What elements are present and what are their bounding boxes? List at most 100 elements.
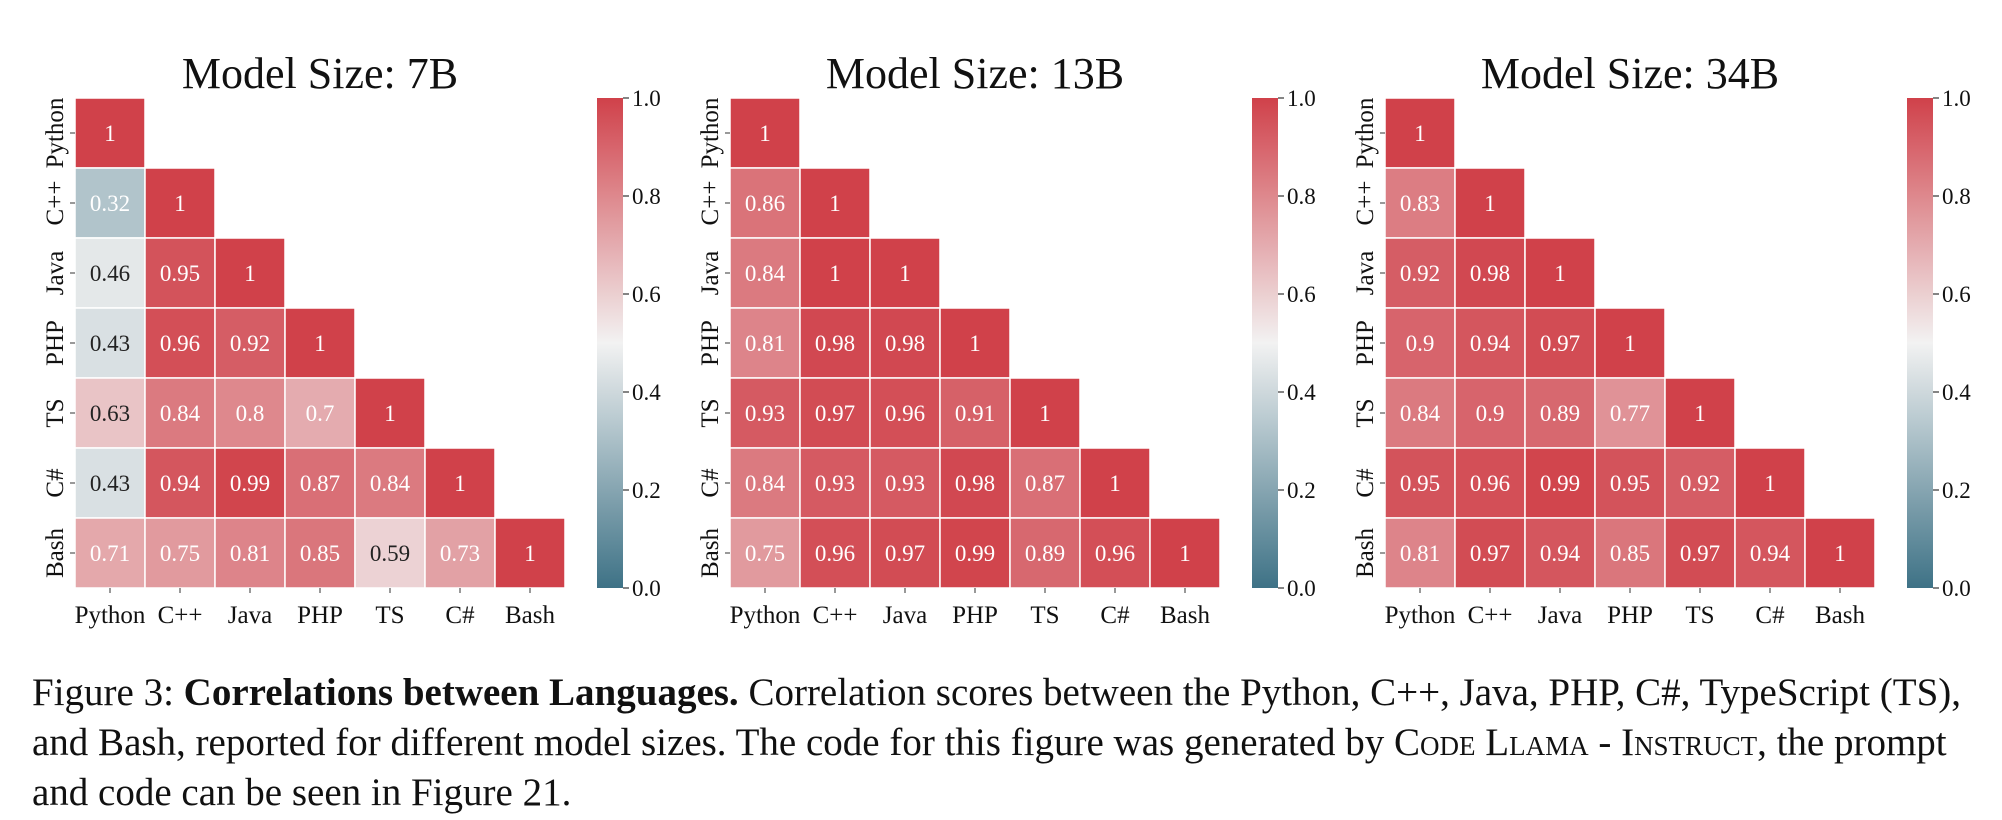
y-tick-label: Java [1352, 251, 1379, 295]
cell-value-label: 0.96 [160, 331, 200, 356]
heatmap-cell [144, 307, 216, 379]
cell-value-label: 0.84 [370, 471, 411, 496]
x-tick-label: PHP [952, 602, 998, 629]
cell-value-label: 0.94 [1540, 541, 1581, 566]
colorbar-tick-label: 0.4 [1942, 380, 1971, 405]
y-tick-label: Python [1352, 97, 1379, 168]
cell-value-label: 0.81 [1400, 541, 1440, 566]
cell-value-label: 0.63 [90, 401, 130, 426]
heatmap-panel-3: Model Size: 34B 1 0.83 1 0.92 0.98 1 0.9 0.94 0.9… [1352, 49, 1971, 629]
cell-value-label: 1 [829, 191, 841, 216]
heatmap-cell [354, 447, 426, 519]
cell-value-label: 0.84 [1400, 401, 1441, 426]
cell-value-label: 0.84 [745, 471, 786, 496]
colorbar-tick-label: 0.8 [1942, 184, 1971, 209]
cell-value-label: 0.89 [1025, 541, 1065, 566]
y-tick-label: TS [1352, 398, 1379, 427]
y-tick-label: C++ [697, 181, 724, 226]
heatmap-cell [1384, 167, 1456, 239]
heatmap-cell [869, 517, 941, 589]
x-tick-label: Java [1538, 602, 1582, 629]
heatmap-cell [799, 307, 871, 379]
cell-value-label: 0.96 [815, 541, 855, 566]
cell-value-label: 0.32 [90, 191, 130, 216]
chart-title: Model Size: 13B [826, 49, 1124, 98]
x-tick-label: Java [228, 602, 272, 629]
heatmap-cell [214, 237, 286, 309]
x-tick-label: PHP [297, 602, 343, 629]
colorbar-tick-label: 0.4 [632, 380, 661, 405]
cell-value-label: 0.87 [300, 471, 340, 496]
heatmap-cell [729, 97, 801, 169]
y-tick-label: Java [42, 251, 69, 295]
heatmap-cell [494, 517, 566, 589]
cell-value-label: 1 [524, 541, 536, 566]
colorbar [1252, 98, 1278, 588]
colorbar-tick-label: 1.0 [1942, 86, 1971, 111]
heatmap-cell [799, 167, 871, 239]
cell-value-label: 0.73 [440, 541, 480, 566]
cell-value-label: 0.96 [1095, 541, 1135, 566]
cell-value-label: 0.93 [885, 471, 925, 496]
cell-value-label: 1 [1764, 471, 1776, 496]
x-tick-label: C++ [813, 602, 858, 629]
colorbar-tick-label: 0.2 [1287, 478, 1316, 503]
cell-value-label: 1 [104, 121, 116, 146]
heatmap-cell [1079, 447, 1151, 519]
x-tick-label: C++ [1468, 602, 1513, 629]
cell-value-label: 1 [1179, 541, 1191, 566]
y-tick-label: C++ [1352, 181, 1379, 226]
cell-value-label: 0.43 [90, 471, 130, 496]
figure-caption: Figure 3: Correlations between Languages… [32, 668, 1977, 818]
y-tick-label: Bash [697, 528, 724, 579]
heatmap-cell [1524, 517, 1596, 589]
heatmap-cell [144, 447, 216, 519]
cell-value-label: 0.71 [90, 541, 130, 566]
x-tick-label: TS [375, 602, 404, 629]
y-tick-label: PHP [1352, 320, 1379, 366]
cell-value-label: 0.98 [815, 331, 855, 356]
heatmap-cell [939, 307, 1011, 379]
heatmap-cell [729, 377, 801, 449]
x-tick-label: Bash [1160, 602, 1211, 629]
x-tick-label: C# [1755, 602, 1785, 629]
y-tick-label: Python [697, 97, 724, 168]
cell-value-label: 0.81 [230, 541, 270, 566]
caption-text-1: Correlation scores between the Python, C… [32, 671, 1961, 764]
heatmap-cell [74, 97, 146, 169]
colorbar-tick-label: 0.0 [1287, 576, 1316, 601]
y-tick-label: C# [697, 468, 724, 498]
cell-value-label: 0.98 [955, 471, 995, 496]
heatmap-cell [1384, 97, 1456, 169]
chart-title: Model Size: 7B [182, 49, 458, 98]
colorbar-tick-label: 0.8 [632, 184, 661, 209]
cell-value-label: 0.92 [1680, 471, 1720, 496]
cell-value-label: 0.84 [160, 401, 201, 426]
cell-value-label: 0.91 [955, 401, 995, 426]
y-tick-label: TS [697, 398, 724, 427]
y-tick-label: C# [1352, 468, 1379, 498]
colorbar [597, 98, 623, 588]
colorbar-tick-label: 0.2 [1942, 478, 1971, 503]
y-tick-label: C++ [42, 181, 69, 226]
y-tick-label: Java [697, 251, 724, 295]
colorbar [1907, 98, 1933, 588]
x-tick-label: Bash [505, 602, 556, 629]
cell-value-label: 1 [899, 261, 911, 286]
heatmap-cell [1804, 517, 1876, 589]
cell-value-label: 0.81 [745, 331, 785, 356]
cell-value-label: 1 [244, 261, 256, 286]
cell-value-label: 0.85 [300, 541, 340, 566]
cell-value-label: 1 [174, 191, 186, 216]
colorbar-tick-label: 1.0 [1287, 86, 1316, 111]
colorbar-tick-label: 0.0 [632, 576, 661, 601]
heatmap-cell [1079, 517, 1151, 589]
x-tick-label: C++ [158, 602, 203, 629]
cell-value-label: 0.89 [1540, 401, 1580, 426]
cell-value-label: 0.96 [1470, 471, 1510, 496]
cell-value-label: 0.43 [90, 331, 130, 356]
cell-value-label: 0.95 [1610, 471, 1650, 496]
colorbar-tick-label: 0.4 [1287, 380, 1316, 405]
cell-value-label: 1 [1109, 471, 1121, 496]
